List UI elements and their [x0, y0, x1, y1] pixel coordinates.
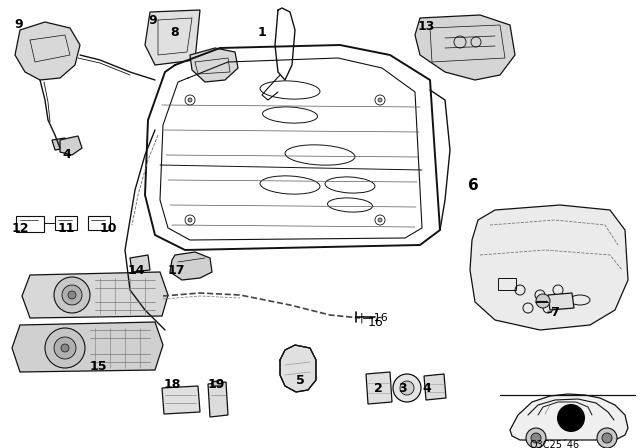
- Text: 17: 17: [168, 264, 186, 277]
- Bar: [55, 216, 77, 230]
- Polygon shape: [145, 10, 200, 65]
- Text: 3: 3: [398, 382, 406, 395]
- Polygon shape: [212, 380, 222, 386]
- Polygon shape: [12, 322, 163, 372]
- Circle shape: [526, 428, 546, 448]
- Bar: [16, 216, 44, 232]
- Text: 15: 15: [90, 360, 108, 373]
- Circle shape: [54, 337, 76, 359]
- Text: 14: 14: [128, 264, 145, 277]
- Circle shape: [61, 344, 69, 352]
- Text: O3C25´46: O3C25´46: [530, 440, 580, 448]
- Text: 9: 9: [148, 14, 157, 27]
- Text: 5: 5: [296, 374, 305, 387]
- Polygon shape: [15, 22, 80, 80]
- Circle shape: [188, 218, 192, 222]
- Polygon shape: [130, 255, 150, 272]
- Bar: [498, 278, 516, 290]
- Circle shape: [378, 218, 382, 222]
- Polygon shape: [548, 293, 574, 310]
- Text: 8: 8: [170, 26, 179, 39]
- Circle shape: [400, 381, 414, 395]
- Polygon shape: [60, 136, 82, 155]
- Polygon shape: [424, 374, 446, 400]
- Text: 2: 2: [374, 382, 383, 395]
- Text: 12: 12: [12, 222, 29, 235]
- Text: 11: 11: [58, 222, 76, 235]
- Circle shape: [597, 428, 617, 448]
- Text: 9: 9: [14, 18, 22, 31]
- Circle shape: [393, 374, 421, 402]
- Polygon shape: [366, 372, 392, 404]
- Text: 13: 13: [418, 20, 435, 33]
- Polygon shape: [208, 382, 228, 417]
- Circle shape: [536, 294, 550, 308]
- Text: 6: 6: [468, 178, 479, 193]
- Text: 10: 10: [100, 222, 118, 235]
- Circle shape: [188, 98, 192, 102]
- Text: |—16: |—16: [360, 313, 388, 323]
- Polygon shape: [52, 138, 68, 150]
- Text: 4: 4: [422, 382, 431, 395]
- Polygon shape: [190, 48, 238, 82]
- Circle shape: [531, 433, 541, 443]
- Polygon shape: [415, 15, 515, 80]
- Text: 4: 4: [62, 148, 71, 161]
- Circle shape: [45, 328, 85, 368]
- Bar: [88, 216, 110, 230]
- Text: 19: 19: [208, 378, 225, 391]
- Circle shape: [602, 433, 612, 443]
- Polygon shape: [162, 386, 200, 414]
- Circle shape: [557, 404, 585, 432]
- Circle shape: [62, 285, 82, 305]
- Circle shape: [378, 98, 382, 102]
- Text: 16: 16: [368, 316, 384, 329]
- Circle shape: [54, 277, 90, 313]
- Polygon shape: [170, 252, 212, 280]
- Polygon shape: [22, 272, 168, 318]
- Polygon shape: [510, 394, 628, 440]
- Polygon shape: [470, 205, 628, 330]
- Circle shape: [68, 291, 76, 299]
- Text: 1: 1: [258, 26, 267, 39]
- Text: -7: -7: [546, 306, 560, 319]
- Polygon shape: [280, 345, 316, 392]
- Text: 18: 18: [164, 378, 181, 391]
